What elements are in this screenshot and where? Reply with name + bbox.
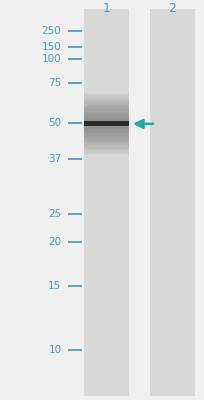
Text: 50: 50 — [48, 118, 61, 128]
Text: 75: 75 — [48, 78, 61, 88]
Bar — [84, 112, 129, 136]
Bar — [84, 95, 129, 152]
Bar — [84, 122, 129, 126]
Bar — [84, 105, 129, 143]
Text: 2: 2 — [167, 2, 175, 15]
Text: 100: 100 — [42, 54, 61, 64]
Text: 250: 250 — [42, 26, 61, 36]
Text: 150: 150 — [42, 42, 61, 52]
Bar — [84, 110, 129, 138]
Text: 37: 37 — [48, 154, 61, 164]
Bar — [84, 9, 129, 396]
Text: 25: 25 — [48, 210, 61, 220]
Bar — [149, 9, 194, 396]
Bar — [84, 102, 129, 146]
Text: 20: 20 — [48, 237, 61, 247]
Text: 1: 1 — [102, 2, 110, 15]
Bar — [84, 119, 129, 129]
Text: 10: 10 — [48, 345, 61, 355]
Text: 15: 15 — [48, 281, 61, 291]
Bar — [84, 107, 129, 141]
Bar — [84, 114, 129, 134]
Bar — [84, 117, 129, 131]
Bar — [84, 93, 129, 155]
Bar — [84, 98, 129, 150]
Bar — [84, 100, 129, 148]
